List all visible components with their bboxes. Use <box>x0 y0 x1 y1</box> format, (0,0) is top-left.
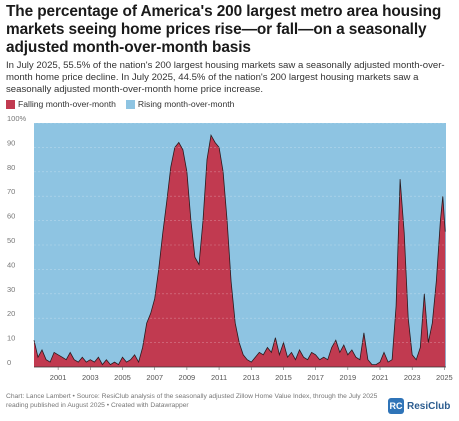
chart-subtitle: In July 2025, 55.5% of the nation's 200 … <box>6 60 445 95</box>
x-tick-label: 2021 <box>372 373 389 382</box>
y-tick-label: 100% <box>7 114 27 123</box>
legend: Falling month-over-month Rising month-ov… <box>6 99 234 109</box>
y-tick-label: 40 <box>7 260 15 269</box>
x-tick-label: 2015 <box>275 373 292 382</box>
resiclub-logo: RC ResiClub <box>388 398 450 414</box>
x-tick-label: 2007 <box>146 373 163 382</box>
y-tick-label: 80 <box>7 163 15 172</box>
x-tick-label: 2025 <box>436 373 453 382</box>
falling-area <box>34 135 446 367</box>
x-tick-label: 2005 <box>114 373 131 382</box>
y-tick-label: 10 <box>7 334 15 343</box>
y-tick-label: 20 <box>7 309 15 318</box>
y-tick-label: 90 <box>7 138 15 147</box>
legend-item-rising: Rising month-over-month <box>125 99 235 109</box>
y-tick-label: 70 <box>7 187 15 196</box>
legend-label-falling: Falling month-over-month <box>18 99 116 109</box>
y-tick-label: 0 <box>7 358 11 367</box>
y-tick-label: 60 <box>7 212 15 221</box>
y-tick-label: 50 <box>7 236 15 245</box>
resiclub-logo-text: ResiClub <box>407 400 451 412</box>
chart-title: The percentage of America's 200 largest … <box>6 3 442 56</box>
chart-source-note: Chart: Lance Lambert • Source: ResiClub … <box>6 393 378 409</box>
y-tick-label: 30 <box>7 285 15 294</box>
legend-label-rising: Rising month-over-month <box>137 99 235 109</box>
x-tick-label: 2011 <box>211 373 227 382</box>
legend-swatch-rising <box>125 99 135 109</box>
x-tick-label: 2019 <box>339 373 356 382</box>
resiclub-logo-icon: RC <box>388 398 404 414</box>
x-tick-label: 2023 <box>404 373 421 382</box>
x-tick-label: 2003 <box>82 373 99 382</box>
x-tick-label: 2009 <box>179 373 196 382</box>
falling-line <box>33 134 446 366</box>
legend-item-falling: Falling month-over-month <box>6 99 116 109</box>
rising-area <box>34 123 446 367</box>
legend-swatch-falling <box>6 99 15 109</box>
x-tick-label: 2013 <box>243 373 260 382</box>
x-tick-label: 2017 <box>307 373 324 382</box>
x-tick-label: 2001 <box>50 373 67 382</box>
